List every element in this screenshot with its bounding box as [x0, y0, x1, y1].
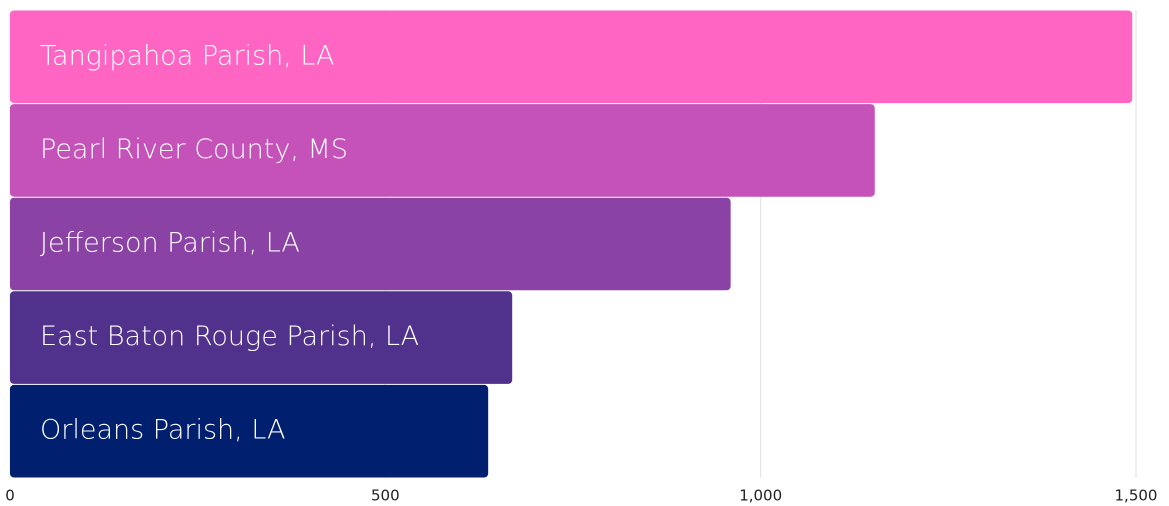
bar	[10, 384, 489, 478]
bar	[10, 197, 731, 291]
x-tick-label: 1,500	[1115, 487, 1158, 505]
bar	[10, 104, 875, 197]
category-label: Pearl River County, MS	[40, 134, 348, 165]
category-label: East Baton Rouge Parish, LA	[40, 321, 419, 352]
x-tick-label: 1,000	[739, 487, 782, 505]
bar	[10, 10, 1133, 104]
bar	[10, 291, 513, 384]
category-label: Jefferson Parish, LA	[40, 228, 300, 259]
category-label: Orleans Parish, LA	[40, 415, 285, 446]
category-label: Tangipahoa Parish, LA	[40, 40, 335, 71]
x-tick-label: 500	[371, 487, 400, 505]
x-tick-label: 0	[5, 487, 15, 505]
